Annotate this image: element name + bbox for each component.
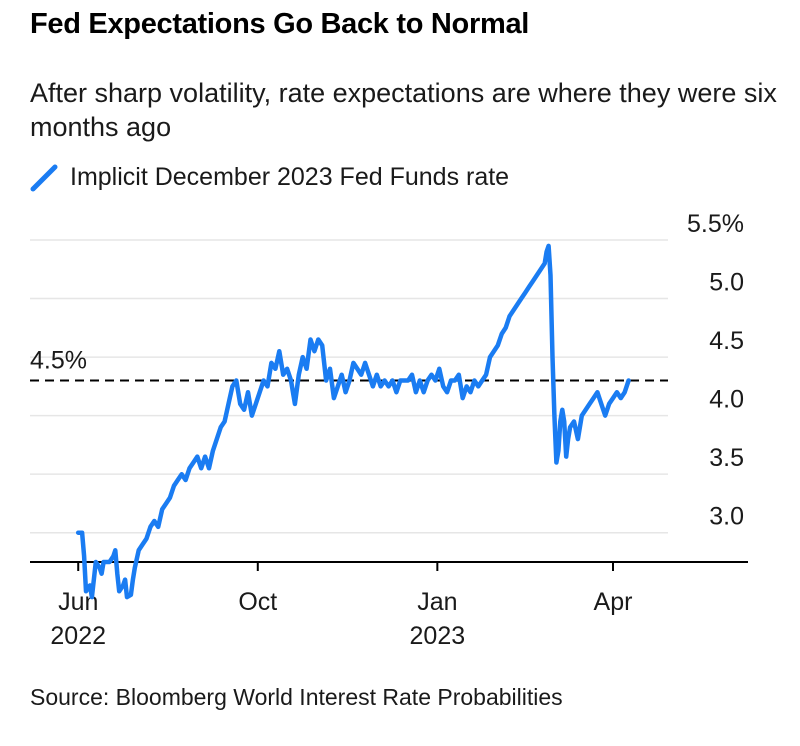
x-tick-label-1: Oct xyxy=(238,588,277,616)
y-tick-label-5: 3.0 xyxy=(709,503,744,531)
chart-title: Fed Expectations Go Back to Normal xyxy=(30,8,530,40)
legend-label: Implicit December 2023 Fed Funds rate xyxy=(70,163,510,191)
y-tick-label-0: 5.5% xyxy=(687,210,744,238)
x-tick-label-2: Jan xyxy=(417,588,457,616)
legend-line-icon xyxy=(30,164,58,191)
source-note: Source: Bloomberg World Interest Rate Pr… xyxy=(30,684,563,710)
y-tick-label-4: 3.5 xyxy=(709,444,744,472)
reference-line-label: 4.5% xyxy=(30,347,87,375)
y-tick-label-3: 4.0 xyxy=(709,386,744,414)
chart-subtitle: After sharp volatility, rate expectation… xyxy=(30,78,777,142)
legend: Implicit December 2023 Fed Funds rate xyxy=(30,163,509,192)
x-tick-label-3: Apr xyxy=(594,588,633,616)
series-line-0 xyxy=(75,243,631,600)
y-tick-label-2: 4.5 xyxy=(709,327,744,355)
x-tick-sublabel-0: 2022 xyxy=(50,622,106,650)
y-tick-label-1: 5.0 xyxy=(709,269,744,297)
x-tick-sublabel-2: 2023 xyxy=(410,622,466,650)
